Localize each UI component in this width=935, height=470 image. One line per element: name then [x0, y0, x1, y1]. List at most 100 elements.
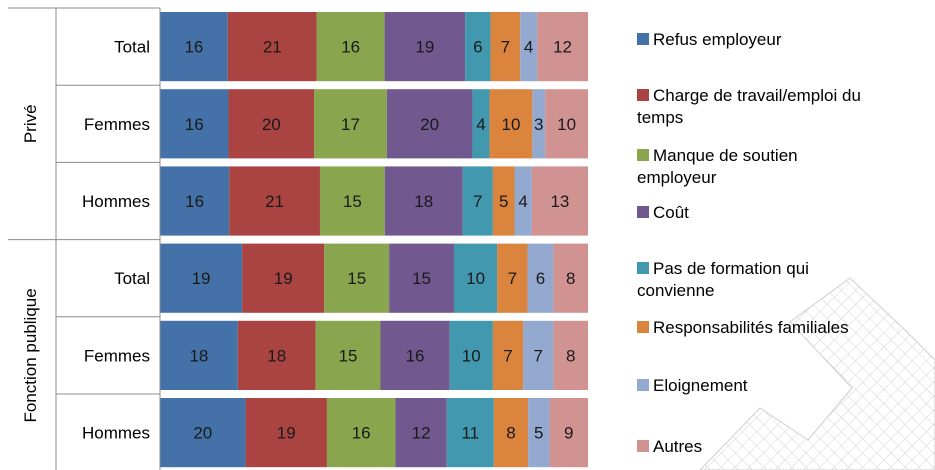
bar-segment-r4-s3: [380, 320, 450, 390]
data-label-r4-s0: 18: [189, 346, 208, 365]
watermark-polygon: [699, 277, 935, 470]
bar-segment-r1-s1: [228, 89, 315, 159]
data-label-r0-s6: 4: [524, 38, 533, 57]
bar-segment-r5-s3: [395, 398, 447, 468]
group-label-1: Fonction publique: [21, 288, 40, 422]
bar-segment-r4-s7: [553, 320, 588, 390]
bar-segment-r2-s2: [319, 166, 385, 236]
bar-segment-r4-s4: [449, 320, 493, 390]
legend-swatch-6: [637, 379, 649, 391]
bar-segment-r4-s6: [523, 320, 554, 390]
row-labels: Total Femmes Hommes Total Femmes Hommes Privé F…: [21, 38, 150, 443]
legend-label-1: Charge de travail/emploi du: [653, 86, 861, 105]
data-label-r0-s3: 19: [415, 38, 434, 57]
bar-segment-r5-s5: [493, 398, 529, 468]
data-label-r2-s5: 5: [499, 192, 508, 211]
data-label-r3-s4: 10: [466, 269, 485, 288]
data-label-r3-s7: 8: [566, 269, 575, 288]
data-label-r4-s3: 16: [406, 346, 425, 365]
legend-label-4: Pas de formation qui: [653, 259, 809, 278]
legend-label-2-line1: employeur: [637, 168, 717, 187]
bar-segment-r1-s4: [472, 89, 490, 159]
legend-label-3: Coût: [653, 203, 689, 222]
bar-segment-r0-s5: [490, 12, 521, 82]
data-label-r4-s1: 18: [267, 346, 286, 365]
data-label-r4-s2: 15: [339, 346, 358, 365]
data-label-r2-s3: 18: [414, 192, 433, 211]
data-label-r5-s7: 9: [564, 424, 573, 443]
data-label-r4-s6: 7: [534, 346, 543, 365]
bar-segment-r2-s4: [462, 166, 493, 236]
bar-segment-r3-s7: [553, 243, 588, 313]
legend-swatch-3: [637, 206, 649, 218]
row-grid: [8, 7, 161, 470]
data-label-r0-s2: 16: [341, 38, 360, 57]
legend: Refus employeur Charge de travail/emploi …: [637, 30, 861, 456]
row-label-0: Total: [114, 38, 150, 57]
legend-swatch-2: [637, 149, 649, 161]
bar-segment-r0-s6: [520, 12, 538, 82]
data-label-r2-s0: 16: [185, 192, 204, 211]
data-label-r5-s0: 20: [193, 424, 212, 443]
bar-segment-r4-s2: [315, 320, 381, 390]
bar-segment-r1-s3: [386, 89, 473, 159]
bar-segment-r3-s2: [324, 243, 390, 313]
data-label-r0-s4: 6: [473, 38, 482, 57]
bar-segment-r3-s4: [453, 243, 498, 313]
data-label-r2-s6: 4: [518, 192, 527, 211]
bar-segment-r1-s6: [532, 89, 546, 159]
bar-segment-r5-s2: [326, 398, 396, 468]
data-label-r5-s4: 11: [461, 424, 479, 443]
data-label-r3-s6: 6: [536, 269, 545, 288]
data-label-r0-s5: 7: [501, 38, 510, 57]
row-label-3: Total: [114, 269, 150, 288]
legend-label-0: Refus employeur: [653, 30, 782, 49]
data-label-r5-s2: 16: [352, 424, 371, 443]
data-label-r3-s5: 7: [508, 269, 517, 288]
data-label-r5-s6: 5: [534, 424, 543, 443]
bar-segment-r3-s1: [242, 243, 325, 313]
data-label-r1-s7: 10: [557, 115, 576, 134]
bar-segment-r3-s6: [527, 243, 554, 313]
legend-label-7: Autres: [653, 437, 702, 456]
data-label-r3-s1: 19: [274, 269, 293, 288]
data-label-r1-s5: 10: [501, 115, 520, 134]
legend-swatch-1: [637, 89, 649, 101]
row-label-5: Hommes: [82, 424, 150, 443]
bar-segment-r3-s0: [160, 243, 243, 313]
data-label-r1-s3: 20: [420, 115, 439, 134]
data-label-r3-s3: 15: [412, 269, 431, 288]
data-label-r0-s0: 16: [184, 38, 203, 57]
bar-segment-r2-s6: [514, 166, 532, 236]
data-label-r1-s4: 4: [476, 115, 485, 134]
data-label-r2-s1: 21: [265, 192, 284, 211]
bar-segment-r2-s7: [531, 166, 588, 236]
bar-segment-r2-s3: [384, 166, 463, 236]
bar-segment-r0-s2: [316, 12, 385, 82]
data-label-r0-s1: 21: [263, 38, 282, 57]
data-label-r3-s0: 19: [192, 269, 211, 288]
bar-segment-r1-s0: [160, 89, 229, 159]
bar-segment-r4-s1: [237, 320, 316, 390]
bar-segment-r0-s4: [465, 12, 491, 82]
legend-label-1-line1: temps: [637, 108, 683, 127]
bar-segment-r5-s1: [245, 398, 327, 468]
legend-swatch-4: [637, 262, 649, 274]
data-label-r1-s2: 17: [341, 115, 360, 134]
legend-label-6: Eloignement: [653, 376, 748, 395]
bar-segment-r0-s3: [384, 12, 466, 82]
bar-segment-r3-s3: [389, 243, 454, 313]
bar-segment-r0-s0: [160, 12, 228, 82]
data-label-r5-s3: 12: [412, 424, 431, 443]
legend-swatch-7: [637, 440, 649, 452]
data-label-r0-s7: 12: [553, 38, 572, 57]
bar-segment-r5-s0: [160, 398, 246, 468]
data-label-r2-s4: 7: [473, 192, 482, 211]
bar-segment-r2-s0: [160, 166, 230, 236]
legend-label-4-line1: convienne: [637, 281, 715, 300]
bar-segment-r5-s4: [446, 398, 494, 468]
bar-segment-r4-s5: [492, 320, 524, 390]
legend-swatch-0: [637, 33, 649, 45]
